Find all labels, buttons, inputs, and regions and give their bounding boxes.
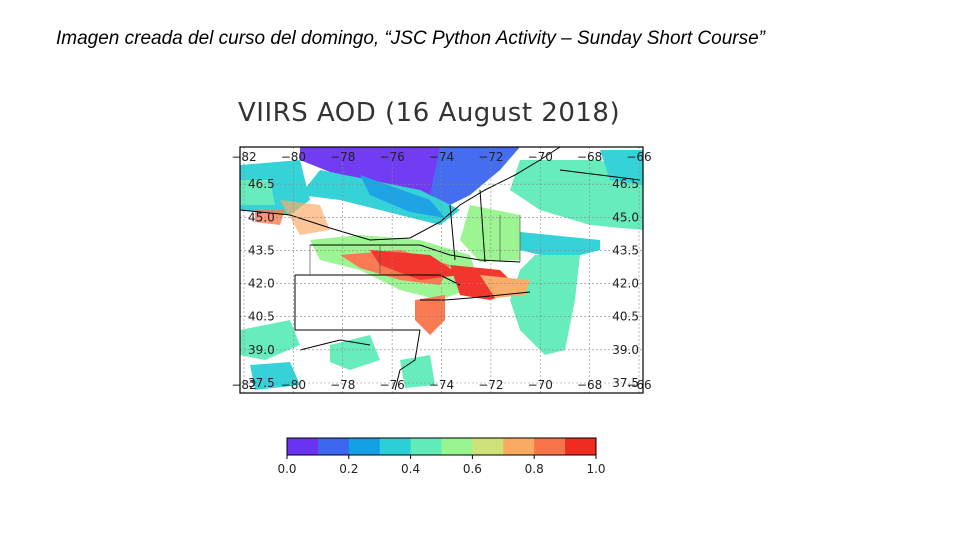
tick-label-right: 45.0: [612, 210, 639, 224]
tick-label-left: 43.5: [248, 243, 275, 257]
colorbar-swatch: [349, 438, 380, 455]
colorbar-tick-label: 0.8: [525, 462, 544, 476]
colorbar-swatch: [442, 438, 473, 455]
tick-label-right: 43.5: [612, 243, 639, 257]
tick-label-left: 42.0: [248, 277, 275, 291]
tick-label-top: −76: [379, 150, 404, 164]
tick-label-bottom: −70: [528, 378, 553, 392]
colorbar-swatch: [411, 438, 442, 455]
tick-label-bottom: −72: [478, 378, 503, 392]
colorbar-swatch: [534, 438, 565, 455]
tick-label-top: −80: [281, 150, 306, 164]
tick-label-left: 46.5: [248, 177, 275, 191]
tick-label-left: 45.0: [248, 210, 275, 224]
tick-label-top: −68: [577, 150, 602, 164]
tick-label-right: 46.5: [612, 177, 639, 191]
colorbar-swatch: [287, 438, 318, 455]
colorbar-swatch: [318, 438, 349, 455]
tick-label-top: −72: [478, 150, 503, 164]
colorbar: 0.0 0.2 0.4 0.6 0.8 1.0: [277, 438, 605, 476]
tick-label-bottom: −80: [281, 378, 306, 392]
colorbar-swatch: [565, 438, 596, 455]
tick-label-top: −74: [429, 150, 454, 164]
colorbar-tick-label: 0.4: [401, 462, 420, 476]
colorbar-tick-label: 0.2: [339, 462, 358, 476]
tick-label-bottom: −68: [577, 378, 602, 392]
colorbar-tick-label: 0.0: [277, 462, 296, 476]
tick-label-left: 37.5: [248, 376, 275, 390]
tick-label-right: 40.5: [612, 310, 639, 324]
tick-label-left: 40.5: [248, 310, 275, 324]
colorbar-tick-label: 0.6: [463, 462, 482, 476]
tick-label-left: 39.0: [248, 343, 275, 357]
colorbar-swatch: [503, 438, 534, 455]
colorbar-tick-label: 1.0: [586, 462, 605, 476]
tick-label-right: 42.0: [612, 277, 639, 291]
tick-label-right: 39.0: [612, 343, 639, 357]
tick-label-top: −82: [231, 150, 256, 164]
tick-label-top: −78: [330, 150, 355, 164]
tick-label-top: −66: [626, 150, 651, 164]
colorbar-swatch: [380, 438, 411, 455]
tick-label-bottom: −76: [379, 378, 404, 392]
tick-label-top: −70: [528, 150, 553, 164]
tick-label-bottom: −78: [330, 378, 355, 392]
colorbar-swatch: [472, 438, 503, 455]
tick-label-bottom: −74: [429, 378, 454, 392]
tick-label-right: 37.5: [612, 376, 639, 390]
